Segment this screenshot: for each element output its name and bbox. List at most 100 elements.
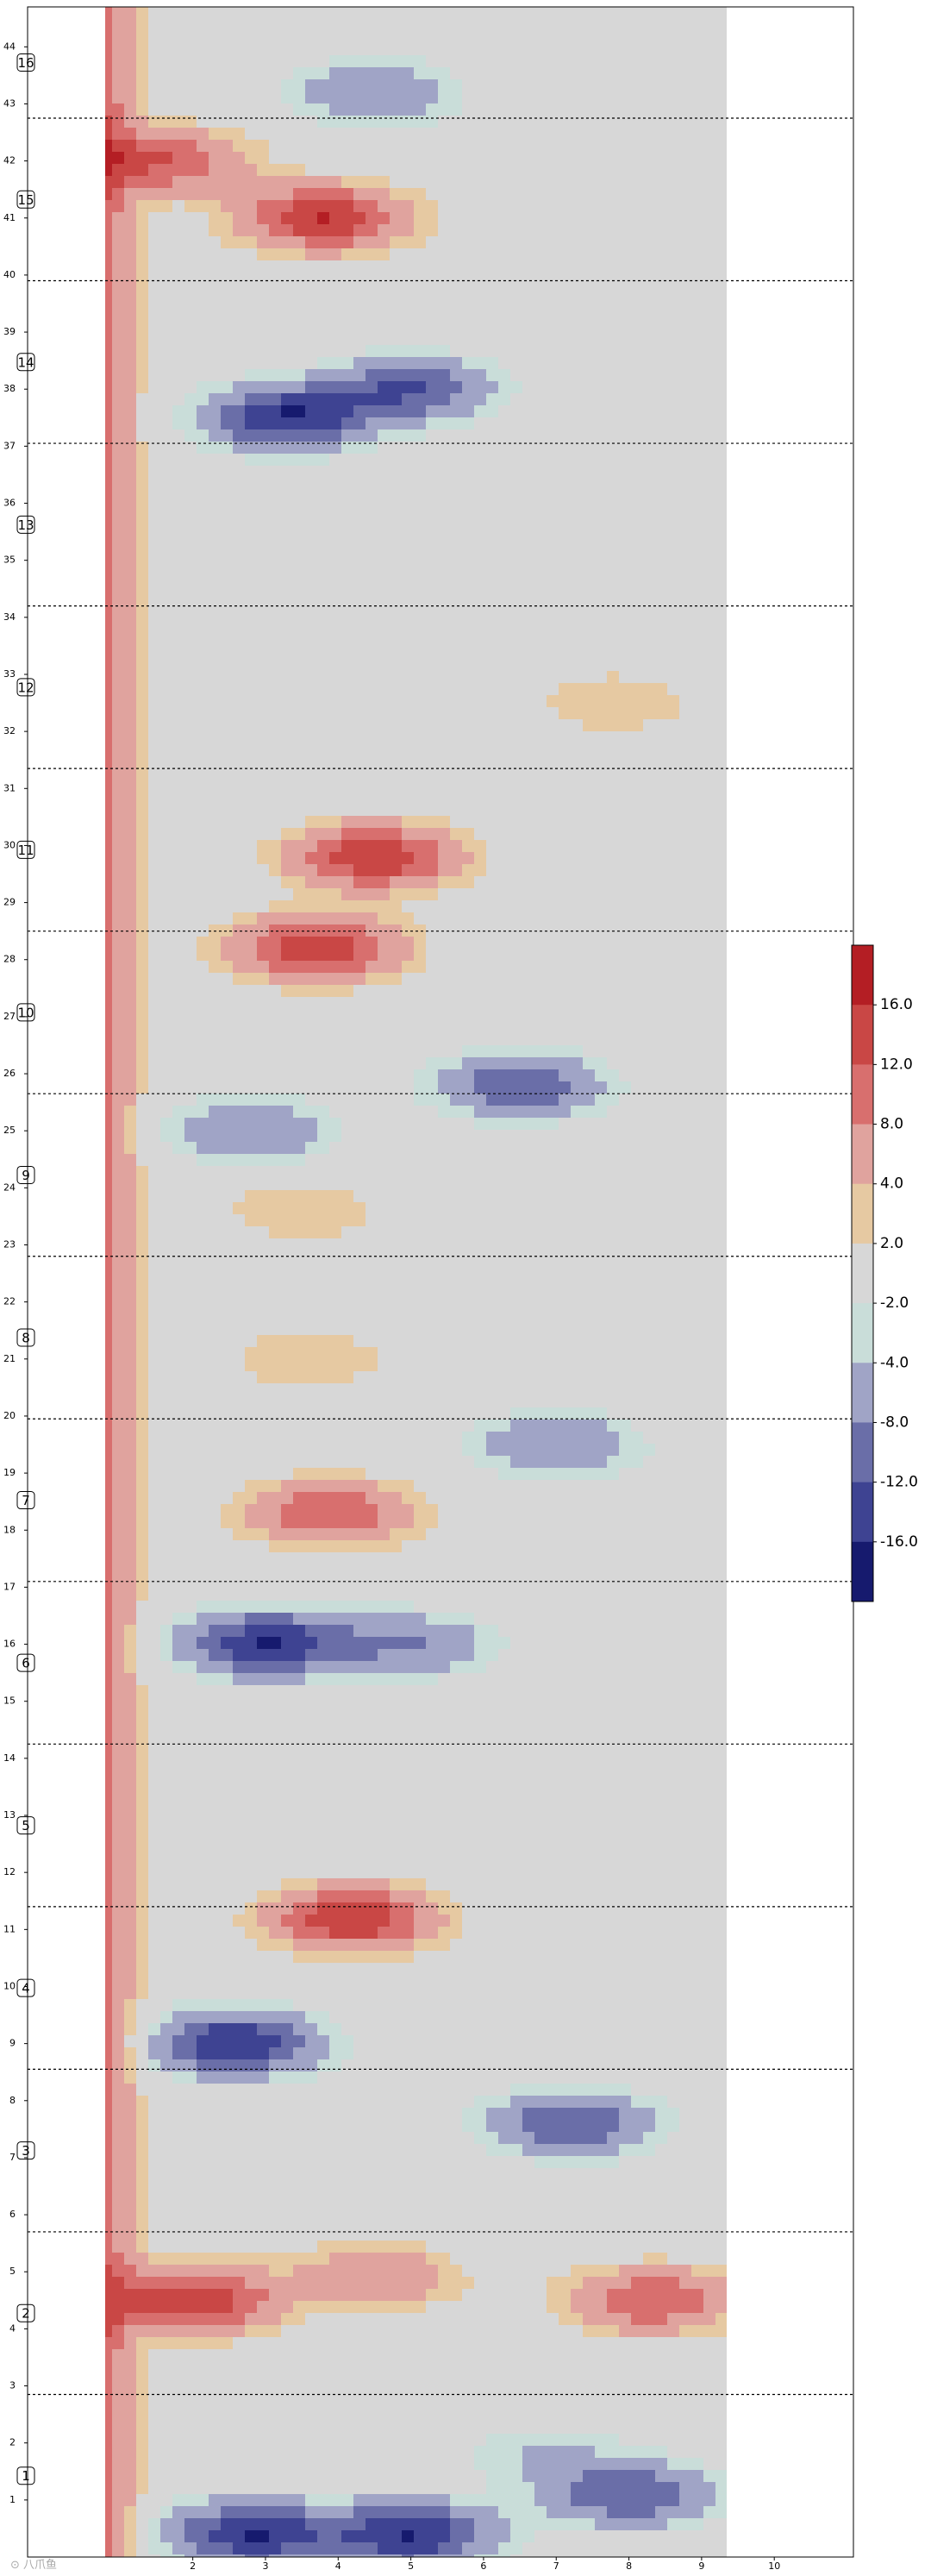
heatmap-cell	[221, 599, 234, 611]
heatmap-cell	[148, 91, 161, 104]
heatmap-cell	[269, 900, 282, 913]
heatmap-cell	[209, 792, 222, 805]
heatmap-cell	[595, 273, 608, 285]
heatmap-cell	[571, 792, 584, 805]
heatmap-cell	[233, 285, 246, 298]
heatmap-cell	[631, 357, 644, 370]
heatmap-cell	[715, 647, 728, 660]
heatmap-cell	[378, 357, 391, 370]
heatmap-cell	[329, 707, 342, 720]
heatmap-cell	[703, 212, 716, 225]
heatmap-cell	[136, 683, 149, 696]
heatmap-cell	[293, 924, 306, 937]
heatmap-cell	[221, 562, 234, 575]
heatmap-cell	[426, 997, 439, 1010]
heatmap-cell	[426, 671, 439, 684]
heatmap-cell	[474, 297, 487, 310]
heatmap-cell	[583, 502, 596, 515]
heatmap-cell	[522, 393, 535, 406]
heatmap-cell	[281, 1033, 294, 1046]
heatmap-cell	[305, 466, 318, 479]
heatmap-cell	[703, 586, 716, 599]
heatmap-cell	[402, 683, 415, 696]
heatmap-cell	[209, 852, 222, 865]
heatmap-cell	[450, 333, 463, 346]
heatmap-cell	[414, 478, 427, 491]
heatmap-cell	[559, 248, 572, 261]
heatmap-cell	[366, 743, 378, 756]
heatmap-cell	[160, 876, 173, 889]
heatmap-cell	[426, 224, 439, 237]
heatmap-cell	[643, 502, 656, 515]
heatmap-cell	[474, 1033, 487, 1046]
heatmap-cell	[438, 273, 451, 285]
heatmap-cell	[221, 429, 234, 442]
heatmap-cell	[426, 731, 439, 744]
heatmap-cell	[547, 611, 559, 624]
heatmap-cell	[160, 623, 173, 636]
heatmap-cell	[414, 273, 427, 285]
heatmap-cell	[305, 924, 318, 937]
heatmap-cell	[607, 128, 620, 141]
heatmap-cell	[595, 514, 608, 527]
heatmap-cell	[136, 1021, 149, 1034]
heatmap-cell	[402, 297, 415, 310]
heatmap-cell	[197, 526, 209, 539]
heatmap-cell	[414, 297, 427, 310]
heatmap-cell	[390, 79, 403, 92]
heatmap-cell	[124, 140, 137, 153]
heatmap-cell	[353, 816, 366, 829]
heatmap-cell	[378, 236, 391, 249]
heatmap-cell	[341, 357, 354, 370]
heatmap-cell	[172, 369, 185, 382]
heatmap-cell	[703, 550, 716, 563]
heatmap-cell	[245, 31, 258, 44]
heatmap-cell	[462, 116, 475, 128]
heatmap-cell	[160, 840, 173, 853]
heatmap-cell	[655, 804, 668, 817]
heatmap-cell	[148, 321, 161, 334]
heatmap-cell	[462, 164, 475, 177]
heatmap-cell	[269, 248, 282, 261]
heatmap-cell	[245, 176, 258, 189]
heatmap-cell	[510, 490, 523, 503]
heatmap-cell	[559, 1021, 572, 1034]
heatmap-cell	[402, 91, 415, 104]
heatmap-cell	[474, 1021, 487, 1034]
heatmap-cell	[667, 393, 680, 406]
heatmap-cell	[631, 599, 644, 611]
heatmap-cell	[233, 538, 246, 551]
heatmap-cell	[112, 550, 125, 563]
heatmap-cell	[691, 429, 704, 442]
heatmap-cell	[510, 973, 523, 986]
heatmap-cell	[136, 79, 149, 92]
heatmap-cell	[571, 188, 584, 201]
heatmap-cell	[197, 454, 209, 467]
heatmap-cell	[679, 140, 692, 153]
heatmap-cell	[124, 164, 137, 177]
heatmap-cell	[607, 876, 620, 889]
heatmap-cell	[341, 273, 354, 285]
heatmap-cell	[209, 224, 222, 237]
heatmap-cell	[510, 514, 523, 527]
heatmap-cell	[559, 864, 572, 877]
heatmap-cell	[522, 381, 535, 394]
heatmap-cell	[571, 200, 584, 213]
heatmap-cell	[438, 176, 451, 189]
heatmap-cell	[317, 574, 330, 587]
heatmap-cell	[293, 103, 306, 116]
heatmap-cell	[522, 502, 535, 515]
heatmap-cell	[233, 997, 246, 1010]
heatmap-cell	[414, 31, 427, 44]
heatmap-cell	[715, 116, 728, 128]
heatmap-cell	[691, 176, 704, 189]
heatmap-cell	[450, 912, 463, 925]
heatmap-cell	[209, 285, 222, 298]
heatmap-cell	[583, 273, 596, 285]
heatmap-cell	[329, 852, 342, 865]
heatmap-cell	[184, 128, 197, 141]
heatmap-cell	[269, 816, 282, 829]
heatmap-cell	[390, 236, 403, 249]
heatmap-cell	[257, 116, 270, 128]
heatmap-cell	[619, 152, 632, 165]
